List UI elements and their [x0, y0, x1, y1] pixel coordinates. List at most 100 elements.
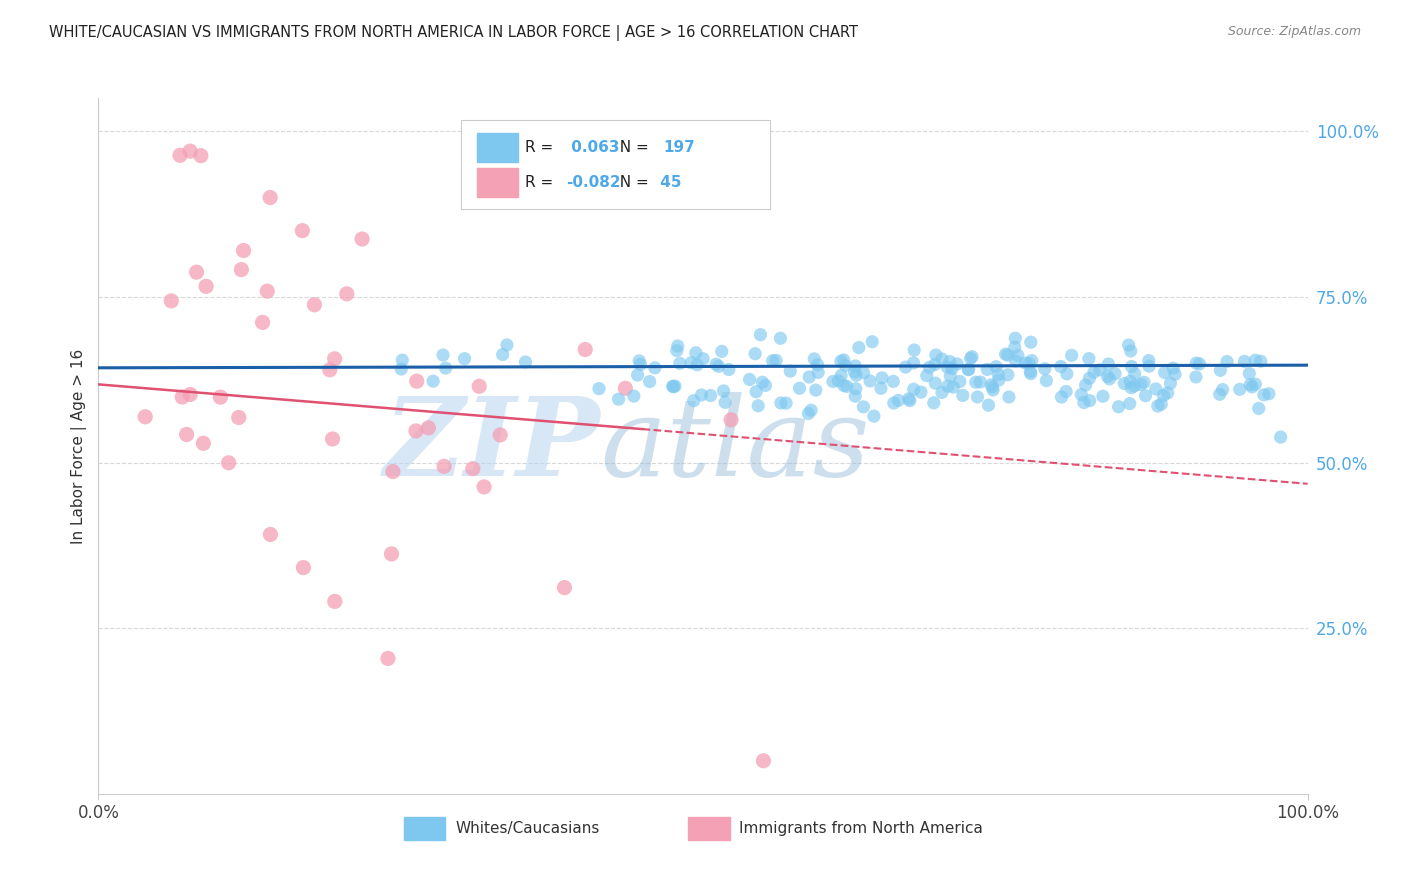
Point — [176, 427, 198, 442]
Text: atlas: atlas — [600, 392, 870, 500]
Point — [1244, 353, 1267, 368]
FancyBboxPatch shape — [477, 133, 517, 162]
Point — [644, 360, 666, 375]
Point — [807, 358, 830, 372]
Point — [832, 378, 855, 392]
Point — [405, 374, 427, 388]
Point — [256, 284, 278, 298]
Point — [925, 348, 948, 362]
Point — [997, 348, 1019, 362]
Point — [924, 358, 946, 372]
Point — [496, 338, 519, 352]
Point — [1060, 348, 1083, 362]
Point — [1097, 357, 1119, 371]
Point — [1133, 376, 1156, 390]
Point — [179, 144, 201, 158]
Point — [259, 190, 281, 204]
Point — [852, 400, 875, 414]
Point — [910, 385, 932, 400]
Point — [1019, 367, 1042, 381]
Point — [699, 388, 721, 402]
Point — [638, 375, 661, 389]
Point — [434, 361, 457, 376]
Point — [1119, 374, 1142, 388]
Point — [903, 382, 925, 396]
Point — [389, 362, 412, 376]
Point — [323, 594, 346, 608]
Point — [134, 409, 156, 424]
Point — [830, 354, 852, 368]
Point — [623, 389, 645, 403]
Point — [882, 375, 904, 389]
Point — [803, 351, 825, 366]
Point — [252, 315, 274, 329]
Point — [936, 360, 959, 375]
Point — [897, 392, 920, 406]
Point — [832, 353, 855, 368]
Point — [1077, 351, 1099, 366]
Point — [1007, 348, 1029, 362]
Point — [883, 396, 905, 410]
Point — [860, 334, 883, 349]
Point — [614, 381, 637, 395]
Point — [1083, 365, 1105, 379]
Point — [834, 359, 856, 373]
Point — [1185, 356, 1208, 370]
Point — [903, 356, 925, 370]
Point — [574, 343, 596, 357]
Point — [1244, 377, 1267, 392]
Point — [1129, 377, 1152, 392]
Point — [807, 365, 830, 379]
Point — [669, 356, 692, 370]
Text: N =: N = — [610, 140, 654, 155]
Point — [626, 368, 648, 382]
Point — [461, 461, 484, 475]
Point — [492, 347, 515, 361]
Point — [1019, 335, 1042, 350]
Point — [903, 343, 925, 357]
Point — [1137, 353, 1160, 368]
Point — [939, 354, 962, 368]
Point — [844, 359, 866, 373]
Point — [160, 293, 183, 308]
Point — [714, 395, 737, 409]
Point — [391, 353, 413, 368]
Text: R =: R = — [526, 175, 558, 190]
Point — [1253, 388, 1275, 402]
Point — [752, 754, 775, 768]
Point — [779, 364, 801, 378]
Point — [957, 362, 980, 376]
Point — [789, 381, 811, 395]
Point — [336, 286, 359, 301]
Point — [690, 388, 713, 402]
Point — [957, 362, 980, 376]
Point — [844, 389, 866, 403]
Point — [1005, 354, 1028, 368]
Point — [1121, 359, 1143, 374]
Point — [322, 432, 344, 446]
Point — [1135, 389, 1157, 403]
Point — [1257, 386, 1279, 401]
Point — [1164, 368, 1187, 382]
Point — [1014, 356, 1036, 370]
Point — [352, 232, 374, 246]
Point — [1114, 376, 1136, 391]
Point — [977, 398, 1000, 412]
FancyBboxPatch shape — [461, 120, 769, 210]
Text: 45: 45 — [655, 175, 681, 190]
Point — [998, 390, 1021, 404]
Point — [433, 459, 456, 474]
Point — [292, 560, 315, 574]
Point — [1212, 383, 1234, 397]
Point — [1123, 379, 1146, 393]
Point — [960, 350, 983, 364]
Point — [218, 456, 240, 470]
Point — [186, 265, 208, 279]
Point — [228, 410, 250, 425]
Point — [681, 356, 703, 370]
Point — [1018, 357, 1040, 371]
Point — [749, 327, 772, 342]
Point — [804, 383, 827, 397]
Point — [422, 374, 444, 388]
Point — [863, 409, 886, 424]
